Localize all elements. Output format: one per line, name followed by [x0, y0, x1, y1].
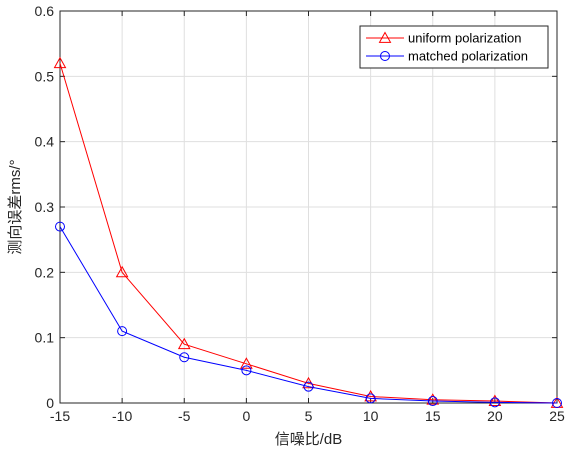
- series-1: [55, 221, 562, 408]
- y-tick-label: 0.2: [35, 264, 55, 280]
- x-axis-label: 信噪比/dB: [275, 431, 343, 448]
- data-point-circle: [489, 397, 500, 408]
- series-0: [53, 56, 564, 408]
- data-point-circle: [55, 221, 65, 232]
- data-point-circle: [427, 396, 438, 407]
- x-tick-label: 25: [549, 408, 565, 424]
- legend-marker-0: [378, 31, 392, 43]
- x-tick-label: 5: [305, 408, 313, 424]
- x-tick-label: 15: [425, 408, 441, 424]
- series-group: [53, 56, 564, 408]
- x-tick-label: -5: [178, 408, 191, 424]
- data-point-triangle: [115, 265, 129, 278]
- data-point-triangle: [488, 394, 502, 406]
- data-point-triangle: [177, 337, 191, 350]
- legend-box: [359, 25, 549, 69]
- y-tick-label: 0: [46, 395, 54, 411]
- data-point-circle: [552, 398, 562, 408]
- y-tick-label: 0.4: [35, 134, 55, 150]
- y-tick-label: 0.6: [35, 3, 55, 19]
- series-line: [59, 226, 558, 404]
- data-point-circle: [303, 381, 314, 392]
- x-tick-label: 20: [487, 408, 503, 424]
- legend-label-1: matched polarization: [408, 49, 528, 64]
- data-point-circle: [117, 326, 128, 337]
- x-tick-label: -10: [112, 408, 132, 424]
- y-tick-label: 0.3: [35, 199, 55, 215]
- data-point-triangle: [364, 389, 377, 402]
- data-point-triangle: [426, 393, 440, 405]
- data-point-triangle: [53, 56, 67, 69]
- data-point-circle: [179, 352, 190, 363]
- data-point-circle: [241, 365, 252, 376]
- x-tick-label: -15: [50, 408, 70, 424]
- legend-marker-1: [380, 51, 390, 61]
- data-point-triangle: [240, 357, 253, 369]
- y-axis-label: 测向误差rms/°: [7, 159, 24, 254]
- data-point-circle: [365, 393, 376, 404]
- y-tick-label: 0.5: [35, 68, 55, 84]
- y-tick-label: 0.1: [35, 330, 55, 346]
- legend: uniform polarization matched polarization: [359, 25, 549, 69]
- x-tick-label: 0: [242, 408, 250, 424]
- axis-ticks: -15 -10 -5 0 5 10 15 20 25 0 0.1 0.2 0.3 0.4 0.5 0.6: [35, 3, 565, 424]
- legend-label-0: uniform polarization: [408, 31, 521, 46]
- x-tick-label: 10: [363, 408, 379, 424]
- series-line: [59, 63, 558, 404]
